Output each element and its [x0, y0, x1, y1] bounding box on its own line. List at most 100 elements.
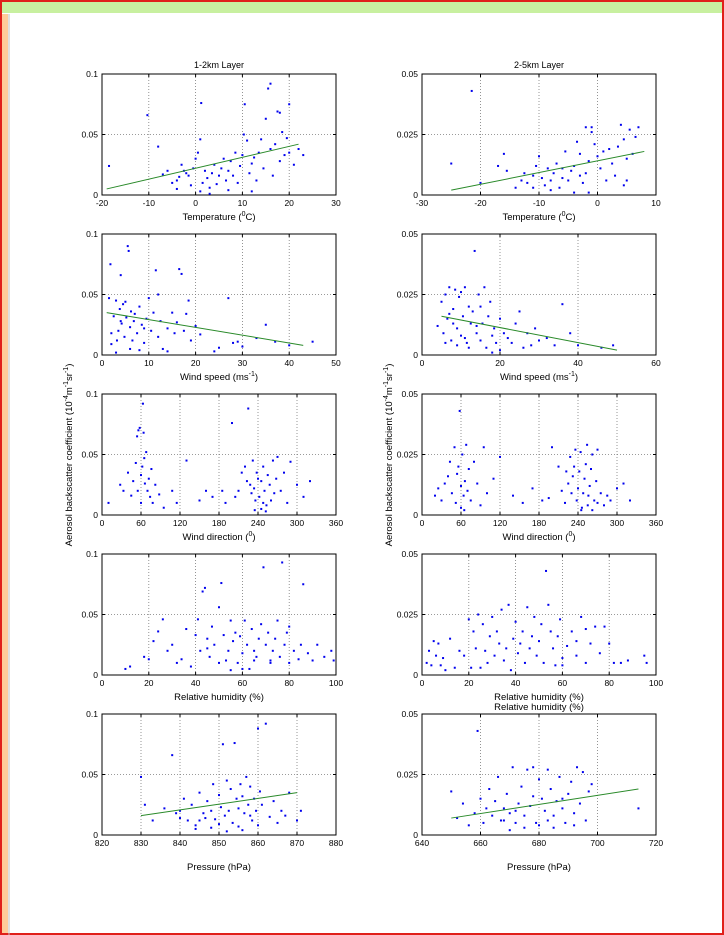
- x-tick-label: 240: [571, 518, 585, 528]
- y-tick-label: 0: [93, 510, 98, 520]
- data-point: [467, 618, 470, 621]
- data-point: [538, 640, 540, 643]
- data-point: [194, 824, 197, 827]
- data-point: [477, 293, 480, 296]
- data-point: [180, 163, 183, 166]
- x-axis-label-part: Relative humidity (%): [174, 692, 264, 703]
- x-axis-label-part: Wind speed (ms: [500, 372, 569, 383]
- data-point: [154, 269, 157, 272]
- x-tick-label: 60: [136, 518, 146, 528]
- data-point: [456, 344, 459, 347]
- data-point: [576, 766, 579, 769]
- data-point: [147, 658, 150, 661]
- data-point: [549, 189, 552, 192]
- data-point: [138, 426, 141, 429]
- data-point: [483, 286, 486, 289]
- data-point: [463, 286, 466, 289]
- data-point: [213, 643, 216, 646]
- data-point: [581, 771, 584, 774]
- data-point: [547, 497, 550, 500]
- data-point: [573, 465, 576, 468]
- data-point: [253, 156, 256, 159]
- data-point: [258, 790, 261, 793]
- data-point: [266, 474, 269, 477]
- shared-y-axis-label-part: -1: [63, 367, 70, 373]
- data-point: [502, 807, 505, 810]
- data-point: [590, 131, 593, 134]
- data-point: [288, 151, 291, 154]
- x-axis-label-part: ): [575, 372, 578, 383]
- data-point: [520, 785, 523, 788]
- chart-title: 1-2km Layer: [194, 60, 244, 70]
- y-tick-label: 0: [93, 350, 98, 360]
- data-point: [479, 181, 482, 184]
- shared-y-axis-label-left: Aerosol backscatter coefficient (10-4m-1…: [63, 364, 75, 547]
- data-point: [463, 337, 466, 340]
- data-point: [523, 826, 526, 829]
- data-point: [535, 164, 538, 167]
- data-point: [486, 492, 488, 495]
- data-point: [255, 655, 258, 658]
- shared-y-axis-label-part: ): [384, 364, 395, 367]
- data-point: [475, 332, 478, 335]
- data-point: [151, 819, 154, 822]
- y-tick-label: 0.025: [397, 290, 419, 300]
- data-point: [175, 812, 178, 815]
- data-point: [143, 655, 146, 658]
- data-point: [208, 186, 211, 189]
- data-point: [147, 477, 150, 480]
- data-point: [584, 172, 587, 175]
- data-point: [561, 657, 564, 660]
- data-point: [278, 160, 281, 163]
- data-point: [306, 652, 309, 655]
- data-point: [499, 349, 501, 352]
- data-point: [239, 635, 242, 638]
- data-point: [485, 807, 488, 810]
- data-point: [574, 448, 577, 451]
- x-axis-label-part: ): [572, 532, 575, 543]
- y-tick-label: 0.05: [401, 229, 418, 239]
- shared-y-axis-label-part: sr: [64, 373, 75, 381]
- data-point: [466, 489, 469, 492]
- data-point: [461, 802, 464, 805]
- x-tick-label: 180: [212, 518, 226, 528]
- x-tick-label: 880: [329, 838, 343, 848]
- data-point: [118, 308, 121, 311]
- data-point: [564, 501, 566, 504]
- data-point: [616, 145, 619, 148]
- data-point: [552, 826, 555, 829]
- data-point: [264, 643, 267, 646]
- x-tick-label: 0: [420, 678, 425, 688]
- data-point: [545, 337, 548, 340]
- data-point: [611, 162, 614, 165]
- data-point: [255, 471, 258, 474]
- x-tick-label: 30: [331, 198, 341, 208]
- data-point: [218, 606, 220, 609]
- data-point: [608, 642, 611, 645]
- data-point: [463, 480, 466, 483]
- data-point: [236, 340, 239, 343]
- data-point: [250, 162, 253, 165]
- data-point: [578, 470, 581, 473]
- x-tick-label: 850: [212, 838, 226, 848]
- data-point: [532, 795, 535, 798]
- data-point: [227, 189, 230, 192]
- data-point: [248, 667, 251, 670]
- data-point: [469, 499, 472, 502]
- x-tick-label: 60: [651, 358, 661, 368]
- data-point: [235, 797, 238, 800]
- data-point: [565, 470, 568, 473]
- data-point: [591, 453, 594, 456]
- data-point: [157, 630, 160, 633]
- data-point: [205, 489, 207, 492]
- data-point: [267, 87, 270, 90]
- x-tick-label: 300: [610, 518, 624, 528]
- data-point: [180, 272, 183, 275]
- data-point: [241, 154, 244, 157]
- data-point: [531, 487, 534, 490]
- data-point: [570, 780, 573, 783]
- data-point: [269, 148, 272, 151]
- data-point: [143, 327, 146, 330]
- data-point: [136, 332, 139, 335]
- data-point: [448, 460, 451, 463]
